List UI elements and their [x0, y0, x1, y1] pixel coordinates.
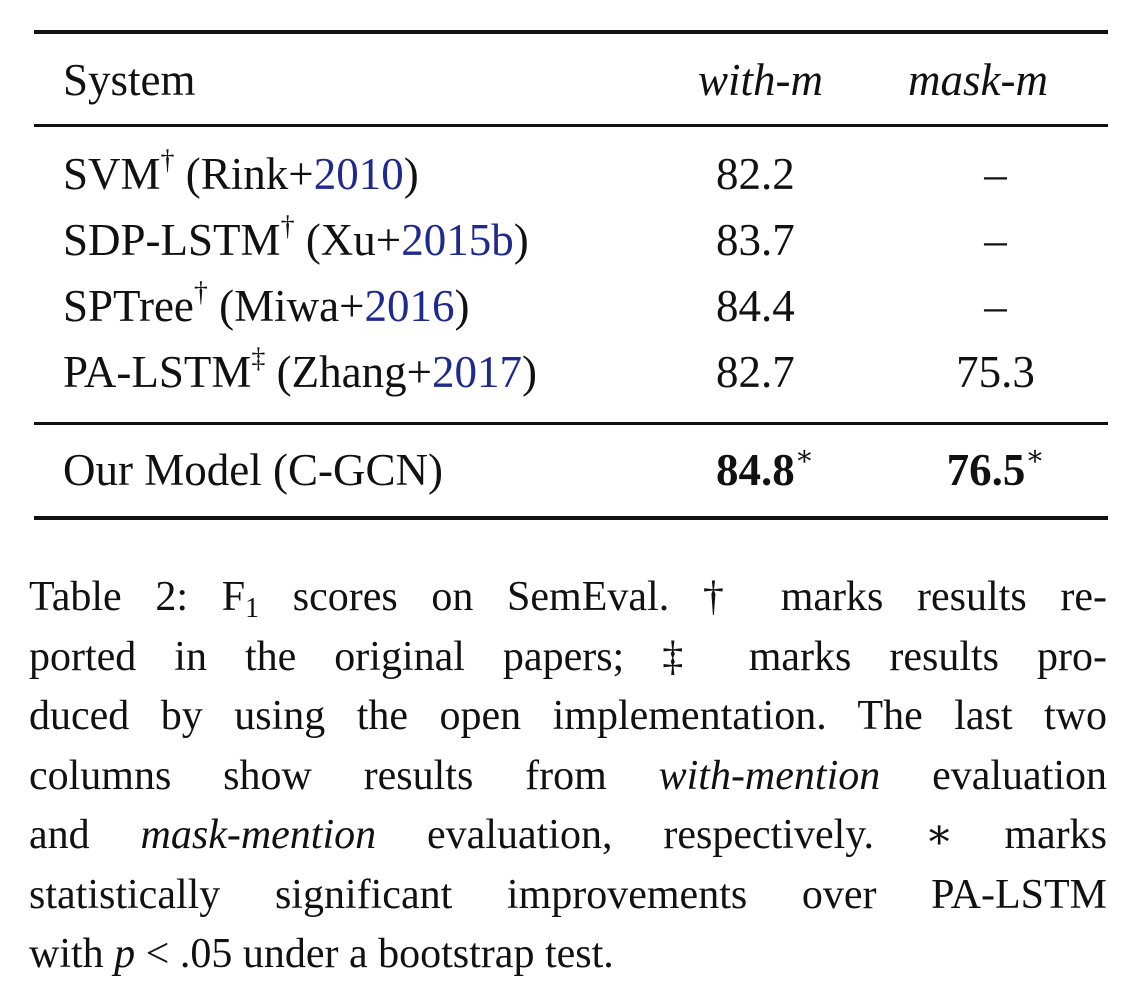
- table-caption: Table 2: F1 scores on SemEval. † marks r…: [29, 568, 1107, 985]
- caption-line: Table 2: F1 scores on SemEval. † marks r…: [29, 574, 1107, 624]
- our-with-m-value: 84.8∗: [716, 440, 814, 495]
- system-name: SVM† (Rink+2010): [63, 144, 419, 199]
- top-rule: [34, 30, 1108, 34]
- system-name: PA-LSTM‡ (Zhang+2017): [63, 342, 537, 397]
- mask-m-value: –: [984, 215, 1007, 265]
- header-mask-m: mask-m: [908, 55, 1048, 105]
- with-m-value: 84.4: [716, 281, 795, 331]
- citation-link[interactable]: 2016: [364, 281, 455, 331]
- our-mask-m-value: 76.5∗: [946, 440, 1045, 495]
- citation-link[interactable]: 2010: [313, 149, 404, 199]
- table-row: SPTree† (Miwa+2016) 84.4 –: [34, 276, 1108, 336]
- caption-line: columns show results from with-mention e…: [29, 752, 1108, 799]
- with-m-value: 83.7: [716, 215, 795, 265]
- our-model-name: Our Model (C-GCN): [63, 445, 443, 495]
- caption-line: duced by using the open implementation. …: [29, 693, 1107, 739]
- header-with-m: with-m: [698, 55, 824, 105]
- table-row: SDP-LSTM† (Xu+2015b) 83.7 –: [34, 210, 1108, 270]
- mask-m-value: 75.3: [956, 347, 1035, 397]
- system-name: SPTree† (Miwa+2016): [63, 276, 470, 331]
- table-row: PA-LSTM‡ (Zhang+2017) 82.7 75.3: [34, 342, 1108, 402]
- table-row: SVM† (Rink+2010) 82.2 –: [34, 144, 1108, 204]
- mid-rule: [34, 422, 1108, 425]
- header-rule: [34, 124, 1108, 127]
- header-system: System: [63, 55, 196, 105]
- table-row-ours: Our Model (C-GCN) 84.8∗ 76.5∗: [34, 440, 1108, 500]
- caption-line: statistically significant improvements o…: [29, 871, 1107, 918]
- citation-link[interactable]: 2015b: [401, 215, 514, 265]
- with-m-value: 82.2: [716, 149, 795, 199]
- caption-line: with p < .05 under a bootstrap test.: [29, 931, 614, 977]
- caption-line: and mask-mention evaluation, respectivel…: [29, 812, 1107, 858]
- system-name: SDP-LSTM† (Xu+2015b): [63, 210, 529, 265]
- bottom-rule: [34, 516, 1108, 520]
- caption-line: ported in the original papers; ‡ marks r…: [29, 633, 1107, 680]
- with-m-value: 82.7: [716, 347, 795, 397]
- citation-link[interactable]: 2017: [431, 347, 522, 397]
- table-header-row: System with-m mask-m: [34, 50, 1108, 110]
- mask-m-value: –: [984, 149, 1007, 199]
- mask-m-value: –: [984, 281, 1007, 331]
